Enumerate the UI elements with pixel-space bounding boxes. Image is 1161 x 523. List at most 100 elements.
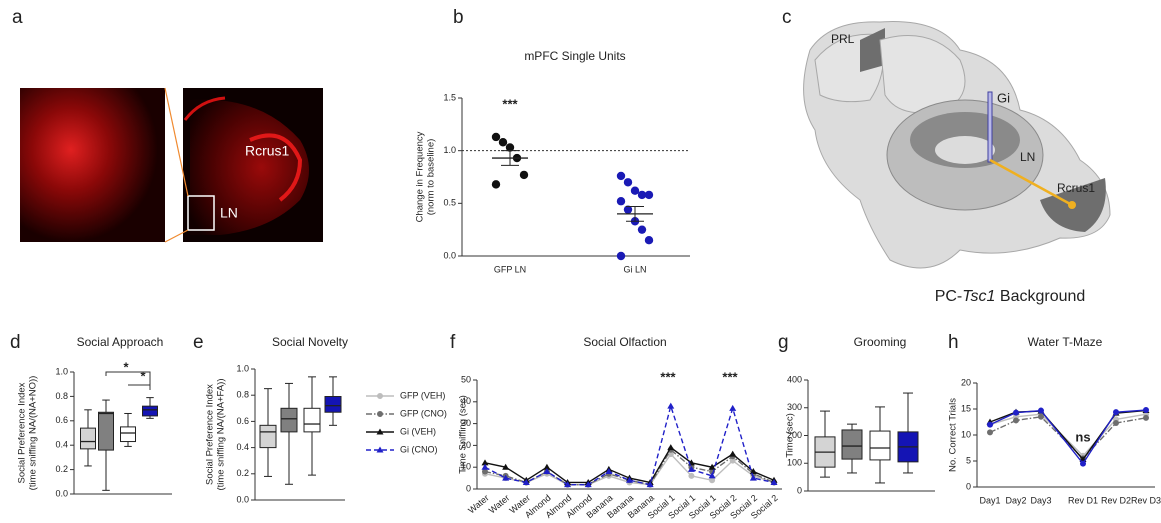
data-point xyxy=(623,205,633,214)
panel-a: a Rcrus1 LN xyxy=(12,7,323,243)
y-tick-label: 40 xyxy=(461,396,471,406)
box xyxy=(841,429,863,460)
marker xyxy=(749,468,757,475)
panel-letter: a xyxy=(12,7,23,28)
chart-title: Water T-Maze xyxy=(1028,335,1103,349)
marker xyxy=(584,481,592,488)
x-tick-label: Water xyxy=(487,493,512,516)
y-tick-label: 20 xyxy=(461,440,471,450)
marker xyxy=(749,474,757,481)
marker xyxy=(1143,407,1149,414)
y-tick-label: 1.5 xyxy=(443,92,456,102)
data-point xyxy=(491,180,501,189)
projection xyxy=(989,158,1073,207)
annotation: *** xyxy=(722,369,738,384)
nucleus xyxy=(935,136,995,164)
zoom-line xyxy=(164,229,189,243)
y-tick-label: 0 xyxy=(797,485,802,495)
data-point xyxy=(491,132,501,142)
region-label: Rcrus1 xyxy=(245,143,290,159)
box xyxy=(869,430,891,461)
x-tick-label: Rev D1 xyxy=(1068,495,1098,505)
marker xyxy=(1013,409,1019,416)
y-tick-label: 10 xyxy=(961,429,971,439)
marker xyxy=(667,451,674,458)
marker xyxy=(729,404,737,411)
y-tick-label: 20 xyxy=(961,377,971,387)
panel-letter: c xyxy=(782,7,792,28)
marker xyxy=(1013,417,1019,424)
y-tick-label: 0.5 xyxy=(443,198,456,208)
y-tick-label: 0.8 xyxy=(236,390,249,400)
y-tick-label: 0.0 xyxy=(55,488,68,498)
marker xyxy=(667,444,675,451)
chart-title: Social Approach xyxy=(77,335,164,349)
marker xyxy=(687,465,695,472)
marker xyxy=(770,478,778,485)
box xyxy=(259,424,277,449)
tissue-edge xyxy=(249,133,303,202)
annotation: * xyxy=(140,368,146,383)
y-axis-label: Time Sniffing (sec) xyxy=(458,395,469,474)
y-tick-label: 0.4 xyxy=(55,440,68,450)
marker xyxy=(502,474,510,481)
y-tick-label: 400 xyxy=(787,374,802,384)
brain-region xyxy=(879,35,966,114)
legend-label: GFP (VEH) xyxy=(400,390,445,400)
marker xyxy=(646,481,654,488)
panel-letter: h xyxy=(948,332,959,353)
series-line xyxy=(989,409,1147,465)
chart-title: Social Novelty xyxy=(272,335,348,349)
region-label: Rcrus1 xyxy=(1057,181,1095,195)
x-tick-label: Day1 xyxy=(979,495,1000,505)
region-label: PRL xyxy=(831,32,855,46)
y-axis-label: (norm to baseline) xyxy=(426,139,437,216)
annotation: ns xyxy=(1075,429,1090,444)
region-label: LN xyxy=(220,205,238,221)
significance-bracket xyxy=(105,371,151,390)
prl-region xyxy=(860,28,885,72)
annotation: *** xyxy=(660,369,676,384)
marker xyxy=(1113,409,1119,416)
data-point xyxy=(519,170,529,180)
y-axis-label: Social Preference Index xyxy=(205,384,216,485)
series-line xyxy=(484,403,775,486)
y-tick-label: 1.0 xyxy=(443,145,456,155)
panel-c: c PRL Gi LN Rcrus1 PC-Tsc1 Background xyxy=(782,7,1111,305)
zoom-line xyxy=(164,87,189,197)
x-tick-label: Water xyxy=(466,493,491,516)
box xyxy=(120,426,136,443)
y-tick-label: 5 xyxy=(966,455,971,465)
y-tick-label: 30 xyxy=(461,418,471,428)
marker xyxy=(522,478,530,485)
y-axis-label: (time sniffing NA/(NA+FA)) xyxy=(216,378,227,490)
y-tick-label: 1.0 xyxy=(55,366,68,376)
marker xyxy=(729,457,736,464)
marker xyxy=(543,463,551,470)
marker xyxy=(1143,414,1149,421)
y-tick-label: 0 xyxy=(966,481,971,491)
series-line xyxy=(989,416,1147,460)
caption-part: PC- xyxy=(935,288,963,305)
legend-marker xyxy=(376,428,384,435)
y-tick-label: 15 xyxy=(961,403,971,413)
box xyxy=(303,407,321,433)
marker xyxy=(1080,460,1086,467)
x-tick-label: GFP LN xyxy=(494,264,526,274)
legend-marker xyxy=(376,446,384,453)
data-point xyxy=(623,178,633,187)
panel-letter: f xyxy=(450,332,456,353)
y-axis-label: No. Correct Trials xyxy=(948,398,959,472)
y-tick-label: 0.2 xyxy=(236,468,249,478)
marker xyxy=(688,472,695,479)
marker xyxy=(626,476,633,483)
region-label: Gi xyxy=(997,90,1010,105)
y-tick-label: 1.0 xyxy=(236,363,249,373)
projection-target xyxy=(1068,201,1076,209)
caption: PC-Tsc1 Background xyxy=(935,288,1086,305)
y-tick-label: 100 xyxy=(787,458,802,468)
data-point xyxy=(616,197,626,206)
y-tick-label: 0.0 xyxy=(443,250,456,260)
y-axis-label: Change in Frequency xyxy=(415,131,426,222)
